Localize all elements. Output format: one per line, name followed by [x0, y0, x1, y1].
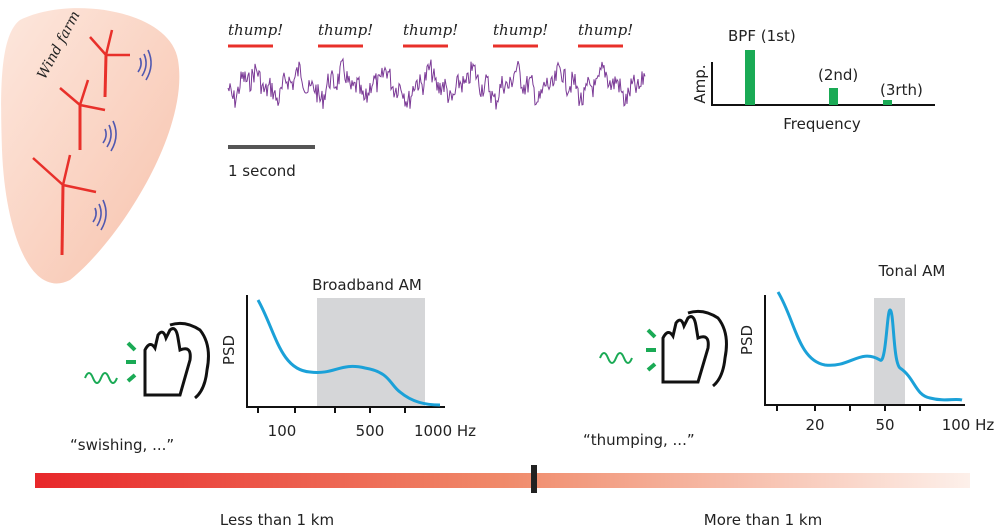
waveform: [227, 57, 646, 110]
quote: “swishing, ...”: [70, 436, 174, 454]
harmonic-bar: [829, 88, 838, 105]
listener-icon: [84, 321, 210, 400]
x-tick-label: 100: [268, 422, 297, 440]
thump-label: thump!: [318, 21, 373, 39]
psd-curve: [256, 299, 441, 407]
x-tick-label: 20: [805, 416, 824, 434]
y-label: Amp.: [691, 64, 709, 103]
band-highlight: [317, 298, 425, 407]
turbines: [32, 29, 130, 256]
thump-labels: thump! thump! thump! thump! thump!: [228, 21, 633, 48]
harmonic-bar: [745, 50, 755, 105]
axes: [246, 295, 445, 408]
ticks: [776, 405, 921, 411]
x-tick-label: 1000 Hz: [414, 422, 476, 440]
scale-label: 1 second: [228, 162, 296, 180]
thump-label: thump!: [403, 21, 458, 39]
wind-farm-area: [1, 8, 180, 284]
thump-label: thump!: [228, 21, 283, 39]
x-label: Frequency: [783, 115, 861, 133]
peak-label: BPF (1st): [728, 27, 796, 45]
harmonic-bar: [883, 100, 892, 105]
quote: “thumping, ...”: [583, 431, 695, 449]
listener-icon: [599, 309, 728, 388]
x-tick-label: 100 Hz: [942, 416, 995, 434]
sound-waves: [92, 49, 152, 231]
x-tick-label: 50: [875, 416, 894, 434]
panel-title: Broadband AM: [312, 276, 422, 294]
panel-title: Tonal AM: [878, 262, 946, 280]
near-label: Less than 1 km: [220, 511, 334, 529]
thump-label: thump!: [493, 21, 548, 39]
axes: [764, 295, 965, 406]
spectrum-axes: [711, 62, 935, 106]
distance-marker: [531, 465, 537, 493]
peak-label: (2nd): [818, 66, 858, 84]
x-tick-label: 500: [356, 422, 385, 440]
y-label: PSD: [738, 325, 756, 355]
peak-label: (3rth): [880, 81, 923, 99]
ticks: [257, 407, 406, 413]
y-label: PSD: [220, 335, 238, 365]
thump-label: thump!: [578, 21, 633, 39]
psd-curve: [776, 291, 963, 402]
distance-gradient: [35, 473, 970, 488]
far-label: More than 1 km: [704, 511, 822, 529]
